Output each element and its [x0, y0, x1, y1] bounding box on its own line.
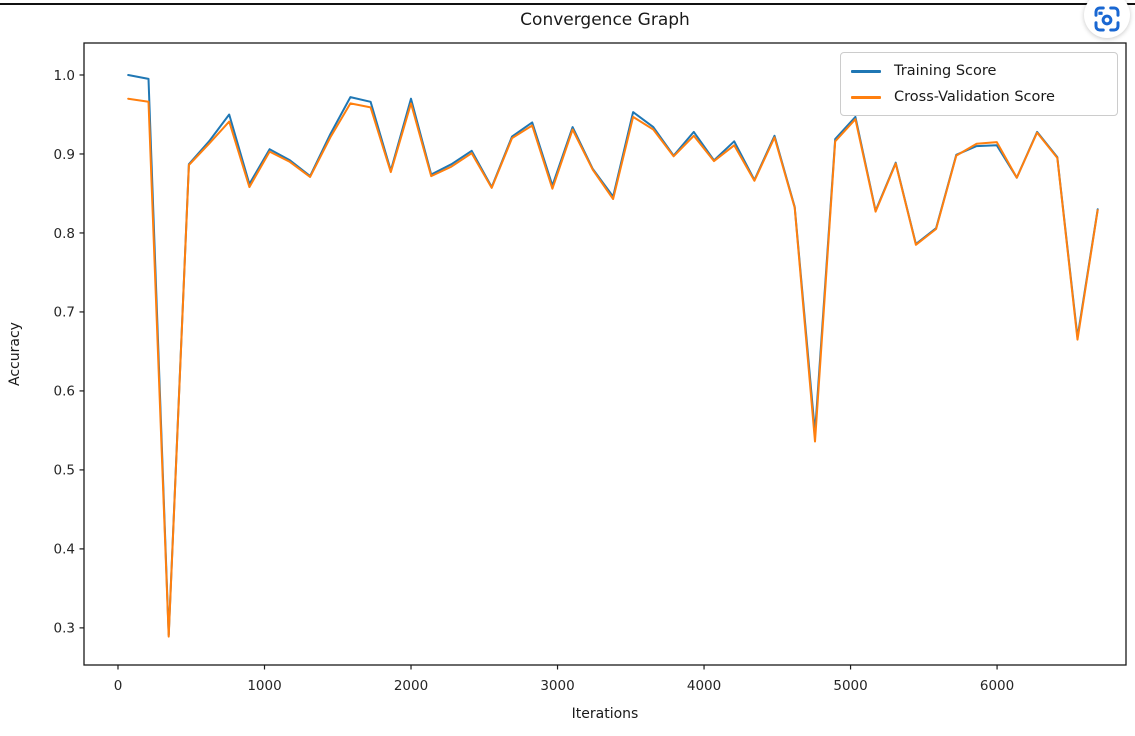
legend-label: Cross-Validation Score [894, 89, 1055, 105]
cross-validation-score-line [127, 97, 1099, 638]
y-tick-label: 0.8 [54, 226, 75, 242]
screenshot-capture-button[interactable] [1084, 0, 1130, 38]
y-tick-label: 0.9 [54, 147, 75, 163]
x-axis-label: Iterations [571, 706, 639, 722]
axes-frame [83, 42, 1127, 666]
chart-title: Convergence Graph [520, 10, 690, 30]
legend-line-swatch [851, 95, 881, 99]
x-tick-label: 5000 [833, 678, 867, 694]
x-tick-label: 3000 [540, 678, 574, 694]
legend-label: Training Score [894, 63, 997, 79]
legend-row: Cross-Validation Score [851, 84, 1107, 110]
legend-line-swatch [851, 69, 881, 73]
x-tick-label: 4000 [687, 678, 721, 694]
legend: Training Score Cross-Validation Score [840, 52, 1118, 116]
x-tick-label: 1000 [247, 678, 281, 694]
x-tick-label: 0 [114, 678, 123, 694]
y-tick-label: 0.5 [54, 463, 75, 479]
x-tick-label: 2000 [394, 678, 428, 694]
top-divider [0, 3, 1135, 5]
screenshot-camera-icon [1092, 0, 1122, 34]
y-tick-label: 0.4 [54, 542, 75, 558]
y-tick-label: 1.0 [54, 68, 75, 84]
legend-row: Training Score [851, 58, 1107, 84]
y-tick-label: 0.7 [54, 305, 75, 321]
y-tick-label: 0.6 [54, 384, 75, 400]
training-score-line [127, 74, 1099, 636]
x-tick-label: 6000 [980, 678, 1014, 694]
y-tick-label: 0.3 [54, 621, 75, 637]
